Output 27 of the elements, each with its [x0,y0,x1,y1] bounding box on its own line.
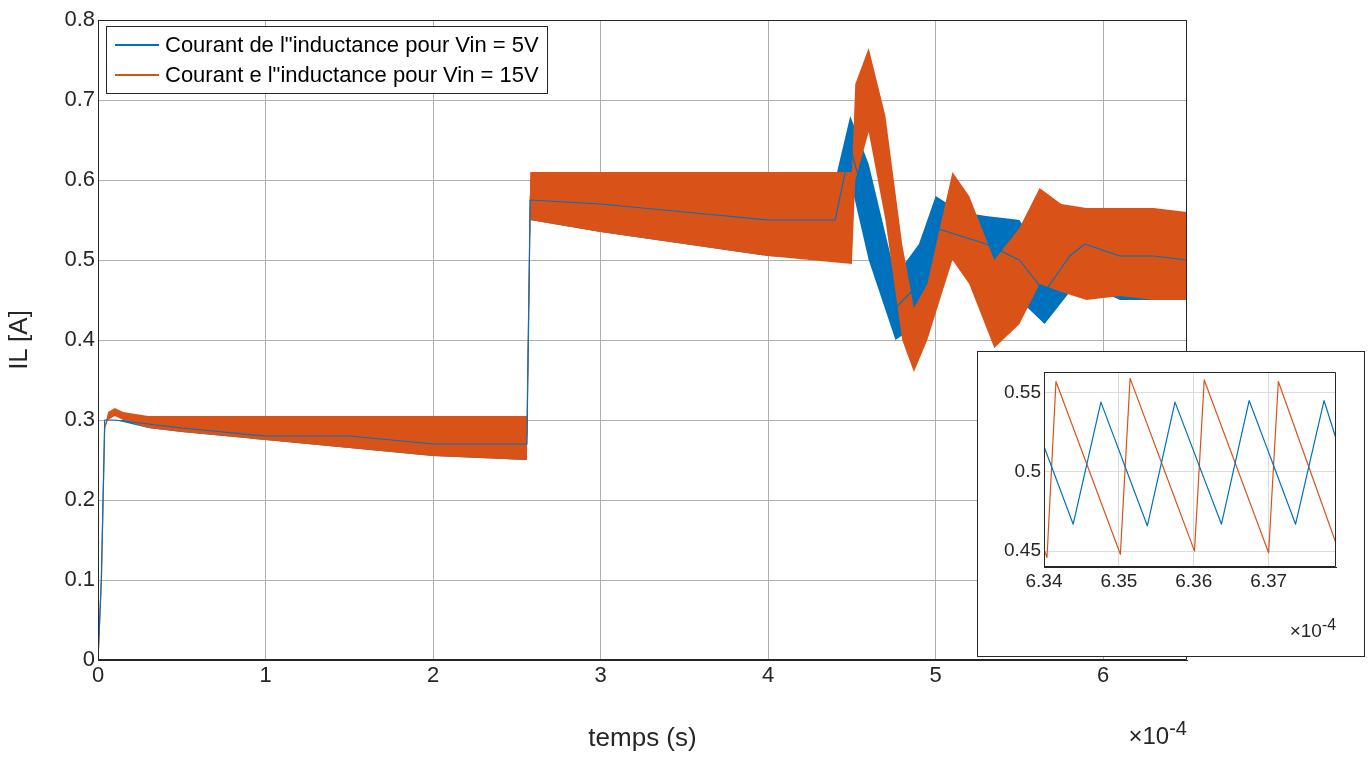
y-tick-label: 0.4 [64,326,95,352]
x-tick-label: 6.34 [1025,569,1063,591]
y-tick-label: 0.7 [64,86,95,112]
y-tick-label: 0.5 [64,246,95,272]
x-tick-label: 2 [426,662,440,688]
x-tick-label: 6 [1097,662,1110,688]
y-tick-label: 0.3 [64,406,95,432]
y-tick-label: 0.1 [64,566,95,592]
x-tick-label: 1 [259,662,272,688]
legend-label: Courant de l"inductance pour Vin = 5V [165,31,539,59]
y-tick-label: 0.5 [1014,460,1041,482]
x-tick-label: 6.35 [1100,569,1138,591]
x-tick-label: 4 [762,662,775,688]
y-tick-label: 0.6 [64,166,95,192]
legend-label: Courant e l"inductance pour Vin = 15V [165,61,539,89]
y-axis-title: IL [A] [2,310,33,370]
x-tick-label: 6.36 [1175,569,1213,591]
y-tick-label: 0.55 [1004,380,1041,402]
text: ×10$^{-4}$ [1289,615,1336,642]
text: ×10$^{-4}$ [1128,717,1187,750]
x-tick-label: 6.37 [1250,569,1288,591]
y-tick-label: 0.2 [64,486,95,512]
x-tick-label: 5 [929,662,942,688]
x-axis-title: temps (s) [588,721,697,752]
y-tick-label: 0.8 [64,6,95,32]
y-tick-label: 0.45 [1004,539,1041,561]
x-tick-label: 3 [594,662,607,688]
